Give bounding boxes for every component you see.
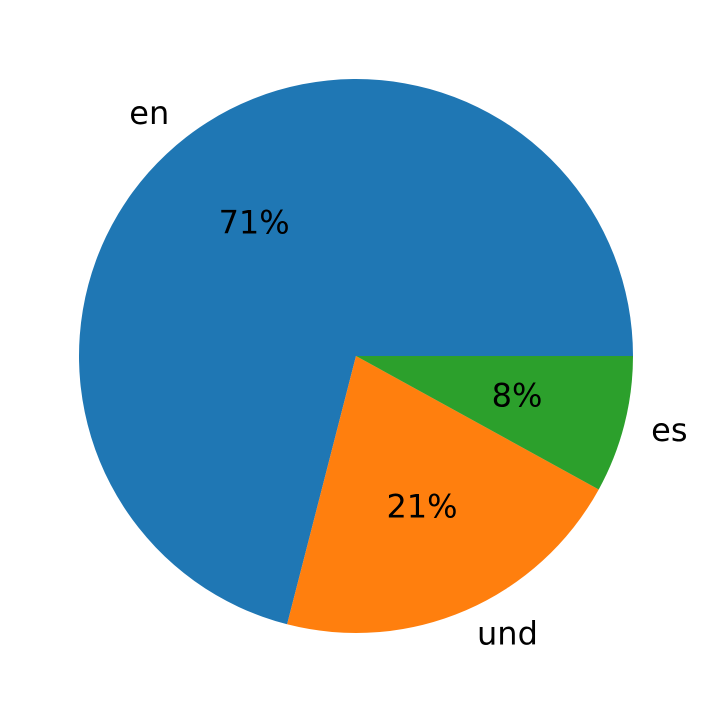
percent-label: 21% <box>386 488 457 526</box>
pie-slice <box>78 79 633 625</box>
slice-label: es <box>651 411 687 449</box>
slice-label: en <box>129 94 169 132</box>
percent-label: 71% <box>219 204 290 242</box>
pie-slice <box>356 356 633 490</box>
slice-label: und <box>477 615 538 653</box>
pie-slice <box>287 356 599 633</box>
percent-label: 8% <box>492 376 543 414</box>
